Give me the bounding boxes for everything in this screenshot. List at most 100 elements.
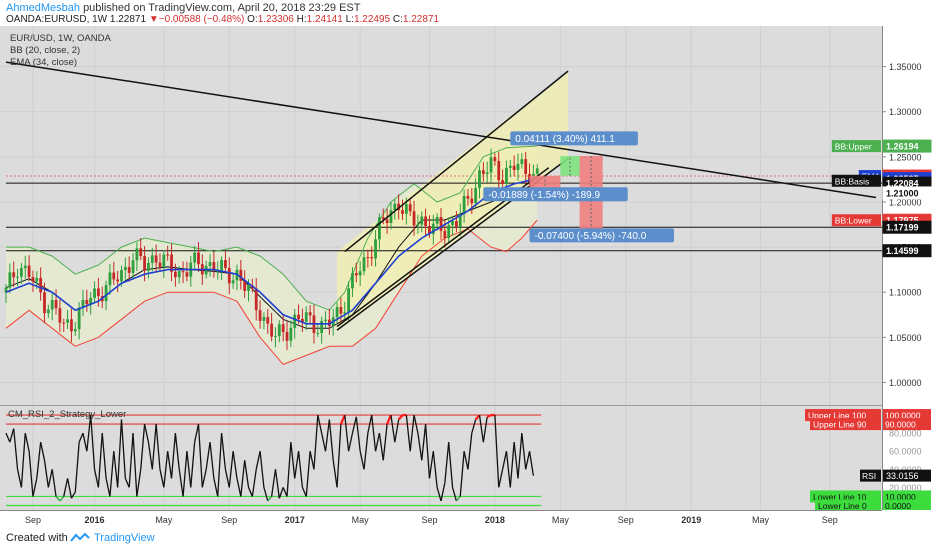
candle-up (435, 217, 439, 224)
rsi-level-name-box (810, 490, 881, 503)
candle-down (470, 198, 474, 204)
rsi-segment (132, 433, 138, 497)
rsi-level-name: Upper Line 100 (808, 411, 866, 421)
rsi-segment (367, 414, 373, 434)
rsi-segment (467, 433, 473, 470)
candle-up (393, 203, 397, 211)
time-axis[interactable]: Sep 2016 May Sep 2017 May Sep 2018 May Sep 2019 May… (0, 510, 932, 528)
rsi-level-value-box (883, 499, 931, 512)
publish-header: AhmedMesbah published on TradingView.com… (0, 0, 932, 26)
rsi-segment (444, 442, 450, 483)
rsi-axis-label: 60.0000 (889, 447, 922, 457)
candle-up (347, 288, 351, 313)
rsi-segment (501, 451, 508, 470)
ohlc-high-key: H: (296, 14, 307, 25)
ohlc-low-value: 1.22495 (353, 14, 391, 25)
rsi-segment (159, 469, 165, 488)
rsi-segment (82, 432, 88, 452)
rsi-segment (120, 419, 126, 479)
candle-down (466, 195, 470, 199)
rsi-segment (448, 442, 454, 488)
rsi-segment (32, 478, 38, 497)
measure-label-box (483, 187, 628, 202)
candle-up (262, 317, 266, 321)
rsi-segment (351, 416, 357, 434)
price-axis-label: 1.10000 (889, 288, 922, 298)
rsi-segment (143, 423, 150, 443)
candle-up (447, 225, 451, 238)
rsi-last-label-box (860, 469, 881, 482)
rsi-segment (263, 487, 269, 502)
rsi-pane[interactable]: CM_RSI_2_Strategy_Lower (0, 406, 882, 510)
candle-down (281, 324, 285, 333)
author-link[interactable]: AhmedMesbah (6, 2, 80, 14)
price-tag-box (882, 186, 932, 200)
candle-up (231, 280, 235, 284)
price-tag: 1.22084 (886, 179, 919, 189)
candle-up (123, 267, 127, 271)
candle-down (139, 248, 143, 257)
candle-down (112, 272, 116, 280)
measure-label: -0.07400 (-5.94%) -740.0 (535, 231, 647, 242)
rsi-segment (251, 469, 257, 497)
tradingview-logo-icon[interactable] (70, 532, 90, 544)
rsi-segment (378, 433, 384, 461)
candle-down (254, 288, 258, 311)
rsi-segment (59, 496, 65, 502)
ohlc-low-key: L: (345, 14, 354, 25)
candle-down (54, 299, 58, 309)
rsi-level-value-box (883, 418, 931, 431)
rsi-last-value: 33.0156 (886, 471, 919, 481)
price-axis[interactable]: 1.000001.050001.100001.150001.200001.250… (805, 26, 932, 524)
rsi-segment (136, 469, 142, 497)
candle-down (239, 269, 243, 281)
rsi-segment (328, 419, 334, 461)
chart-legend: EUR/USD, 1W, OANDA BB (20, close, 2) EMA… (10, 33, 111, 68)
candle-up (304, 312, 308, 322)
rsi-segment (209, 442, 215, 479)
rsi-segment (43, 460, 49, 488)
rsi-segment (478, 414, 484, 443)
ohlc-open-key: O: (247, 14, 258, 25)
candle-down (443, 230, 447, 238)
measure-label: -0.01889 (-1.54%) -189.9 (488, 190, 600, 201)
chart-canvas[interactable]: 0.04111 (3.40%) 411.1 -0.01889 (-1.54%) -… (0, 26, 932, 528)
candle-up (451, 221, 454, 226)
time-axis-label: May (352, 515, 370, 525)
rsi-segment (451, 487, 458, 502)
candle-down (31, 276, 35, 282)
rsi-segment (405, 414, 411, 452)
tradingview-brand[interactable]: TradingView (94, 532, 155, 544)
rsi-segment (413, 414, 419, 434)
rsi-segment (101, 433, 107, 479)
ohlc-close-key: C: (392, 14, 403, 25)
candle-down (497, 161, 501, 181)
candle-up (120, 270, 123, 282)
rsi-segment (128, 433, 134, 488)
rsi-segment (201, 469, 207, 488)
rsi-segment (5, 432, 11, 443)
rsi-level-value: 90.0000 (885, 420, 916, 430)
rsi-segment (51, 469, 57, 497)
price-pane[interactable]: 0.04111 (3.40%) 411.1 -0.01889 (-1.54%) -… (0, 26, 882, 406)
price-tag-box (882, 220, 932, 234)
price-axis-label: 1.05000 (889, 333, 922, 343)
candle-up (458, 213, 462, 227)
rsi-segment (9, 428, 15, 443)
rsi-segment (236, 478, 242, 497)
price-axis-label: 1.30000 (889, 107, 922, 117)
rsi-segment (270, 469, 277, 497)
rsi-segment (13, 428, 19, 470)
candle-down (524, 159, 528, 175)
price-tag: 1.26194 (886, 142, 919, 152)
candle-down (339, 307, 343, 314)
candle-down (181, 271, 185, 273)
rsi-axis-label: 80.0000 (889, 429, 922, 439)
rsi-level-name-box (810, 418, 881, 431)
candle-up (358, 271, 362, 276)
published-text: published on TradingView.com, April 20, … (83, 2, 361, 14)
rsi-segment (93, 469, 100, 488)
rsi-segment (140, 424, 146, 470)
rsi-segment (47, 469, 53, 488)
rsi-segment (86, 414, 92, 452)
